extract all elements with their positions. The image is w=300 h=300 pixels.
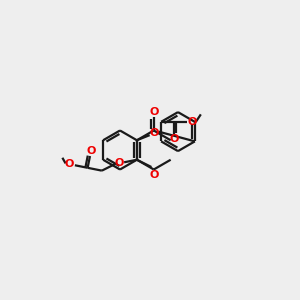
Text: O: O <box>114 158 123 168</box>
Text: O: O <box>86 146 96 156</box>
Text: O: O <box>150 128 159 138</box>
Text: O: O <box>169 134 179 144</box>
Text: O: O <box>65 159 74 169</box>
Text: O: O <box>149 107 158 117</box>
Text: O: O <box>188 117 197 127</box>
Text: O: O <box>149 170 158 180</box>
